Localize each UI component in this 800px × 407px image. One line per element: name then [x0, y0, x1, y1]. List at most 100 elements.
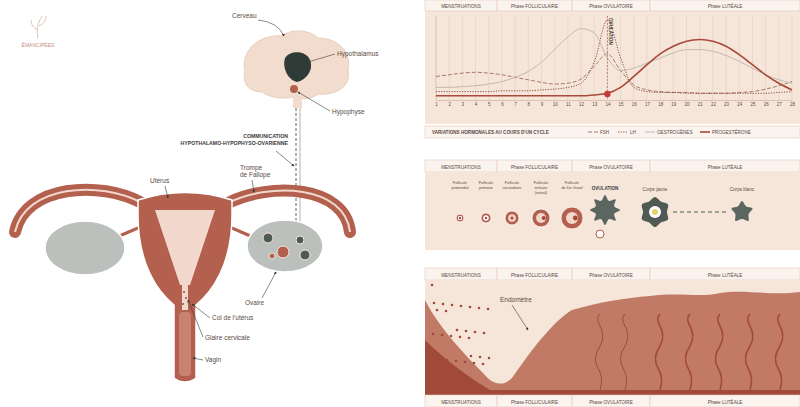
menstrual-shedding — [446, 359, 449, 362]
legend-label: LH — [630, 130, 636, 135]
arrow — [188, 300, 203, 337]
x-tick: 4 — [475, 100, 478, 107]
label: Glaire cervicale — [205, 334, 250, 341]
phase-label: Phase LUTÉALE — [708, 272, 743, 278]
legend-swatch — [588, 132, 598, 133]
cervical-canal — [182, 285, 188, 310]
x-tick-label: 15 — [619, 102, 625, 107]
grid-line — [528, 16, 529, 100]
phase-cell — [497, 268, 572, 280]
menstrual-shedding — [436, 309, 439, 312]
follicle — [532, 209, 550, 227]
phase-cell — [572, 395, 650, 407]
x-tick-label: 14 — [605, 102, 611, 107]
mucus-dot — [182, 303, 184, 305]
menstrual-shedding — [482, 363, 485, 366]
legend-background — [425, 126, 800, 138]
x-tick: 23 — [724, 100, 730, 107]
grid — [436, 16, 792, 100]
pituitary — [290, 85, 298, 93]
x-tick: 7 — [514, 100, 517, 107]
grid-line — [673, 16, 674, 100]
x-tick: 21 — [698, 100, 704, 107]
menstrual-shedding — [460, 305, 463, 308]
label: Cerveau — [232, 12, 257, 19]
grid-line — [541, 16, 542, 100]
phase-cell — [425, 0, 497, 11]
x-tick-label: 2 — [448, 102, 451, 107]
phase-header: MENSTRUATIONSPhase FOLLICULAIREPhase OVU… — [425, 0, 800, 11]
phase-label: Phase LUTÉALE — [708, 164, 743, 170]
uterus-body — [138, 193, 232, 383]
menstrual-shedding — [474, 331, 477, 334]
grid-line — [515, 16, 516, 100]
x-tick: 16 — [632, 100, 638, 107]
arrow — [262, 272, 276, 298]
menstrual-shedding — [442, 303, 445, 306]
x-tick-label: 28 — [790, 102, 796, 107]
grid-line — [792, 16, 793, 100]
hormone-chart: MENSTRUATIONSPhase FOLLICULAIREPhase OVU… — [425, 0, 800, 138]
axis-solid — [300, 108, 301, 222]
menstrual-shedding — [441, 334, 444, 337]
follicle — [505, 211, 519, 225]
grid-line — [462, 16, 463, 100]
reproductive-system — [15, 190, 350, 382]
grid-line — [501, 16, 502, 100]
grid-line — [686, 16, 687, 100]
x-tick-label: 7 — [514, 102, 517, 107]
x-tick: 26 — [764, 100, 770, 107]
uterine-cavity — [155, 210, 215, 285]
arrow — [193, 358, 203, 360]
x-axis: 1234567891011121314151617181920212223242… — [435, 100, 795, 107]
menstrual-shedding — [450, 335, 453, 338]
legend-label: PROGESTÉRONE — [712, 129, 751, 135]
x-tick-label: 13 — [592, 102, 598, 107]
x-tick-label: 20 — [685, 102, 691, 107]
root: ÉMANCIPÉESCerveauHypothalamusHypophyseCO… — [0, 0, 800, 407]
regression-line — [673, 211, 728, 212]
x-tick: 2 — [448, 100, 451, 107]
spiral-artery — [655, 314, 662, 390]
grid-line — [778, 16, 779, 100]
x-tick: 15 — [619, 100, 625, 107]
label: de Fallope — [240, 171, 271, 179]
x-tick-label: 26 — [764, 102, 770, 107]
x-tick-label: 22 — [711, 102, 717, 107]
phase-cell — [650, 160, 800, 172]
axis-dashed — [296, 108, 297, 222]
x-tick-label: 3 — [462, 102, 465, 107]
oocyte — [573, 216, 578, 221]
menstrual-shedding — [470, 355, 473, 358]
grid-line — [752, 16, 753, 100]
phase-label: Phase OVULATOIRE — [589, 273, 633, 278]
menstrual-shedding — [445, 310, 448, 313]
x-tick-label: 11 — [566, 102, 571, 107]
phase-cell — [572, 268, 650, 280]
legend: VARIATIONS HORMONALES AU COURS D'UN CYCL… — [425, 126, 800, 138]
mucus-dot — [183, 291, 185, 293]
series-line — [436, 54, 792, 93]
endometrium-background — [425, 280, 800, 395]
arrow — [512, 305, 528, 330]
x-tick: 27 — [777, 100, 783, 107]
x-tick-label: 16 — [632, 102, 638, 107]
x-tick-label: 5 — [488, 102, 491, 107]
grid-line — [739, 16, 740, 100]
follicle-antrum — [508, 214, 516, 222]
corpus-luteum-center — [652, 209, 658, 215]
brand: ÉMANCIPÉES — [22, 42, 55, 48]
spiral-artery — [775, 314, 782, 390]
phase-header: MENSTRUATIONSPhase FOLLICULAIREPhase OVU… — [425, 160, 800, 172]
menstrual-shedding — [455, 360, 458, 363]
legend-label: OESTROGÈNES — [657, 129, 692, 135]
oocyte — [459, 217, 461, 219]
phase-label: Phase OVULATOIRE — [589, 165, 633, 170]
x-tick-label: 23 — [724, 102, 730, 107]
brain-shape — [244, 31, 348, 99]
ovary-follicle — [300, 250, 310, 260]
canvas: ÉMANCIPÉESCerveauHypothalamusHypophyseCO… — [0, 0, 800, 407]
phase-header: MENSTRUATIONSPhase FOLLICULAIREPhase OVU… — [425, 268, 800, 280]
x-tick: 3 — [462, 100, 465, 107]
legend-swatch — [645, 132, 655, 133]
